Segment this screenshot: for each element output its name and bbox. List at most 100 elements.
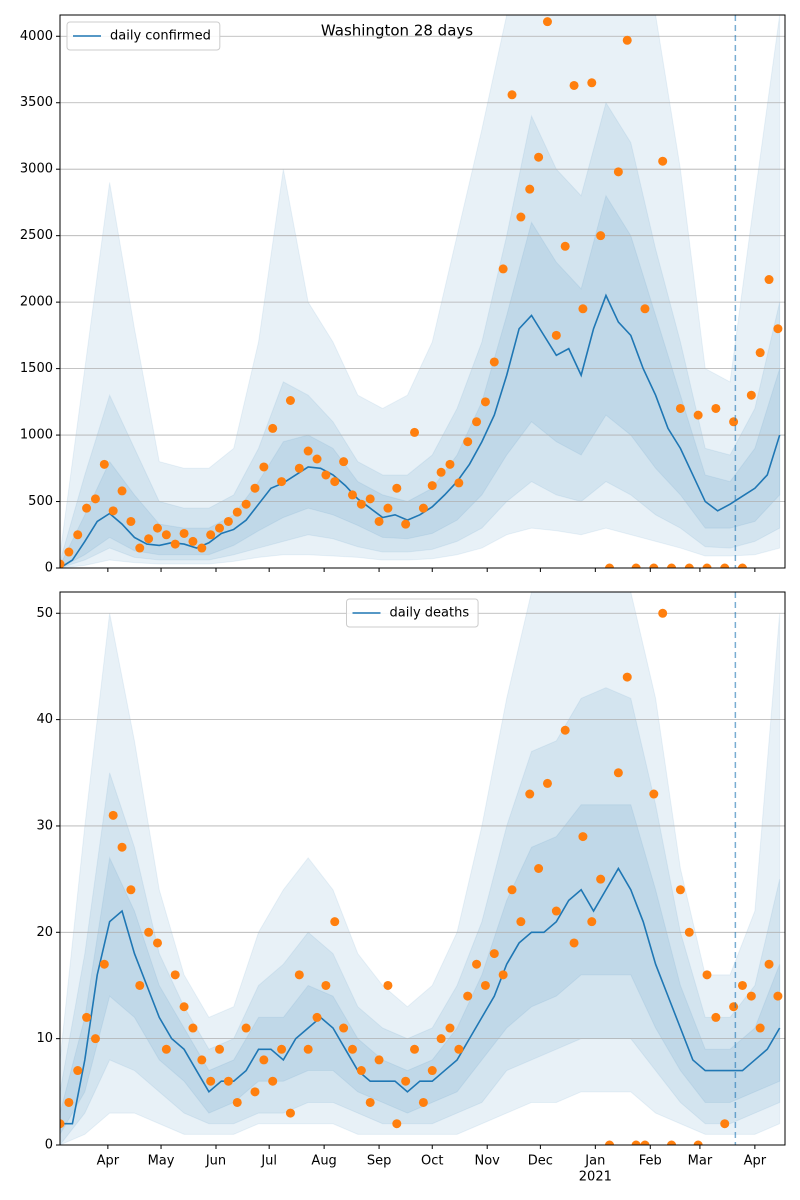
scatter-point — [578, 832, 588, 842]
scatter-point — [215, 1044, 225, 1054]
scatter-point — [268, 1076, 278, 1086]
scatter-point — [542, 17, 552, 27]
scatter-point — [729, 1002, 739, 1012]
scatter-point — [613, 167, 623, 177]
scatter-point — [746, 390, 756, 400]
scatter-point — [720, 563, 730, 568]
scatter-point — [73, 530, 83, 540]
scatter-point — [152, 523, 162, 533]
scatter-point — [339, 457, 349, 467]
y-tick-label: 3500 — [20, 95, 53, 110]
scatter-point — [277, 1044, 287, 1054]
scatter-point — [480, 980, 490, 990]
scatter-point — [472, 417, 482, 427]
scatter-point — [223, 1076, 233, 1086]
scatter-point — [392, 483, 402, 493]
scatter-point — [215, 523, 225, 533]
scatter-point — [418, 1097, 428, 1107]
scatter-point — [454, 1044, 464, 1054]
scatter-point — [427, 481, 437, 491]
scatter-point — [675, 885, 685, 895]
scatter-point — [436, 467, 446, 477]
scatter-point — [525, 184, 535, 194]
scatter-point — [720, 1119, 730, 1129]
scatter-point — [241, 499, 251, 509]
scatter-point — [711, 1012, 721, 1022]
scatter-point — [693, 410, 703, 420]
scatter-point — [480, 397, 490, 407]
scatter-point — [277, 477, 287, 487]
x-tick-label: Apr — [97, 1154, 120, 1169]
scatter-point — [631, 563, 641, 568]
scatter-point — [312, 1012, 322, 1022]
scatter-point — [622, 35, 632, 45]
scatter-point — [675, 403, 685, 413]
scatter-point — [392, 1119, 402, 1129]
line-series — [60, 293, 781, 568]
scatter-point — [755, 348, 765, 358]
y-tick-label: 40 — [36, 712, 53, 727]
scatter-point — [330, 917, 340, 927]
scatter-point — [356, 499, 366, 509]
scatter-point — [569, 938, 579, 948]
scatter-point — [90, 1034, 100, 1044]
scatter-point — [73, 1066, 83, 1076]
scatter-point — [605, 1140, 615, 1145]
confidence-band — [60, 804, 781, 1136]
scatter-point — [649, 789, 659, 799]
scatter-point — [631, 1140, 641, 1145]
scatter-point — [99, 459, 109, 469]
scatter-point — [135, 543, 145, 553]
scatter-point — [383, 980, 393, 990]
scatter-point — [729, 417, 739, 427]
plot-frame — [59, 591, 786, 1146]
scatter-point — [489, 357, 499, 367]
scatter-point — [578, 304, 588, 314]
scatter-point — [640, 304, 650, 314]
y-tick-label: 0 — [45, 1138, 53, 1153]
scatter-point — [542, 778, 552, 788]
scatter-point — [259, 1055, 269, 1065]
x-tick-label: May — [148, 1154, 175, 1169]
scatter-point — [472, 959, 482, 969]
scatter-point — [383, 503, 393, 513]
scatter-point — [250, 483, 260, 493]
scatter-point — [587, 78, 597, 88]
y-tick-label: 2500 — [20, 228, 53, 243]
confidence-band — [60, 101, 781, 568]
scatter-point — [99, 959, 109, 969]
scatter-point — [82, 1012, 92, 1022]
x-tick-label: Nov — [475, 1154, 501, 1169]
x-tick-label: Oct — [421, 1154, 443, 1169]
scatter-point — [560, 241, 570, 251]
scatter-point — [587, 917, 597, 927]
plot-area — [60, 15, 785, 568]
scatter-point — [330, 477, 340, 487]
x-tick-label: Jun — [205, 1154, 226, 1169]
plot-frame — [59, 14, 786, 569]
scatter-point — [489, 949, 499, 959]
scatter-point — [410, 427, 420, 437]
scatter-point — [755, 1023, 765, 1033]
scatter-point — [516, 212, 526, 222]
scatter-point — [152, 938, 162, 948]
scatter-point — [374, 1055, 384, 1065]
y-tick-label: 4000 — [20, 29, 53, 44]
scatter-point — [516, 917, 526, 927]
scatter-point — [117, 842, 127, 852]
y-tick-label: 2000 — [20, 295, 53, 310]
scatter-point — [498, 264, 508, 274]
scatter-point — [259, 462, 269, 472]
x-tick-label: Sep — [367, 1154, 392, 1169]
scatter-point — [64, 1097, 74, 1107]
legend-label: daily confirmed — [110, 29, 211, 44]
x-tick-label: Apr — [744, 1154, 767, 1169]
scatter-point — [161, 1044, 171, 1054]
scatter-point — [737, 563, 747, 568]
scatter-point — [445, 1023, 455, 1033]
scatter-point — [401, 519, 411, 529]
scatter-point — [126, 885, 136, 895]
scatter-point — [321, 980, 331, 990]
scatter-point — [560, 725, 570, 735]
